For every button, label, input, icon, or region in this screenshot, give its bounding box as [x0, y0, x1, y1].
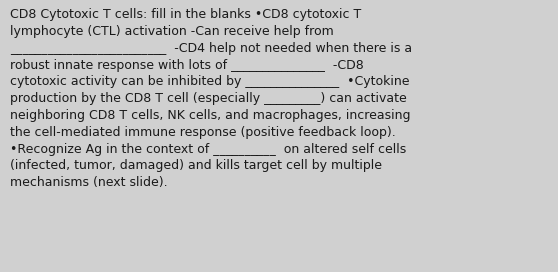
- Text: CD8 Cytotoxic T cells: fill in the blanks •CD8 cytotoxic T
lymphocyte (CTL) acti: CD8 Cytotoxic T cells: fill in the blank…: [10, 8, 412, 189]
